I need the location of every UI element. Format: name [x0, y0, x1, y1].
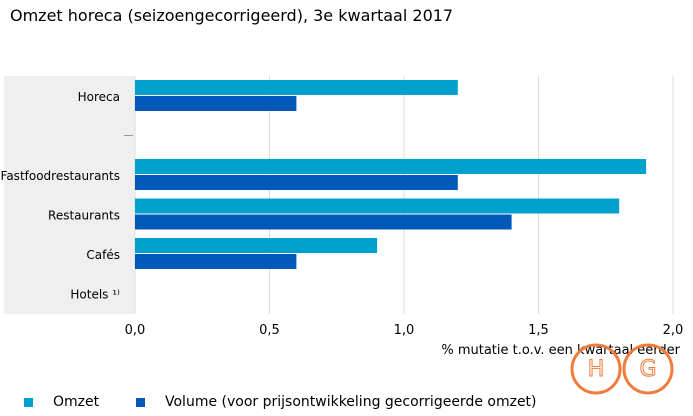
- chart-title: Omzet horeca (seizoengecorrigeerd), 3e k…: [10, 6, 454, 25]
- bar-volume: [135, 175, 458, 190]
- category-label: Restaurants: [48, 209, 120, 223]
- category-label: Hotels ¹⁾: [70, 288, 120, 302]
- legend-item-omzet: Omzet: [24, 393, 99, 411]
- bar-omzet: [135, 238, 378, 253]
- bar-omzet: [135, 198, 620, 214]
- bar-volume: [135, 96, 297, 111]
- category-band: [4, 76, 135, 314]
- x-tick-label: 0,0: [125, 323, 146, 338]
- category-label: Horeca: [78, 90, 120, 104]
- bar-volume: [135, 214, 512, 230]
- watermark-letter-h: H: [588, 357, 605, 382]
- bar-volume: [135, 254, 297, 269]
- legend-label-omzet: Omzet: [53, 394, 100, 410]
- bar-omzet: [135, 80, 458, 95]
- x-tick-label: 2,0: [663, 323, 684, 338]
- watermark-circle-h: [570, 343, 622, 395]
- category-label: Cafés: [86, 248, 120, 262]
- bar-omzet: [135, 159, 647, 174]
- watermark-letter-g: G: [639, 357, 656, 382]
- legend-label-volume: Volume (voor prijsontwikkeling gecorrige…: [165, 394, 537, 410]
- x-tick-label: 1,5: [528, 323, 549, 338]
- watermark-circle-g: [622, 343, 674, 395]
- watermark-logo: H G: [570, 343, 674, 395]
- category-label: Fastfoodrestaurants: [1, 169, 120, 183]
- legend-swatch-volume: [136, 397, 145, 407]
- x-tick-label: 1,0: [394, 323, 415, 338]
- x-axis-label: % mutatie t.o.v. een kwartaal eerder: [441, 343, 680, 358]
- legend-item-volume: Volume (voor prijsontwikkeling gecorrige…: [136, 393, 537, 411]
- x-tick-label: 0,5: [259, 323, 280, 338]
- legend-swatch-omzet: [24, 397, 33, 407]
